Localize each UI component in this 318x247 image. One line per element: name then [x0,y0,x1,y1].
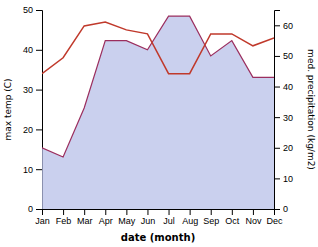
tick: 20 [23,125,42,135]
tick: Dec [266,209,283,226]
tick-label: 50 [23,5,33,15]
tick-mark [274,148,280,149]
tick-label: 10 [283,174,293,184]
tick-mark [253,209,254,215]
axis-line [43,210,275,216]
plot: JanFebMarAprMayJunJulAugSepOctNovDec0102… [23,5,293,226]
tick-mark [84,209,85,215]
line [42,22,274,74]
tick-mark [274,117,280,118]
tick-label: 40 [23,45,33,55]
tick-mark [274,178,280,179]
y2-axis: 0 10 20 30 40 50 60 [274,11,293,215]
tick: 10 [274,174,293,184]
tick-label: 50 [283,51,293,61]
tick-label: Oct [225,216,240,226]
chart: JanFebMarAprMayJunJulAugSepOctNovDec0102… [0,0,318,247]
tick-mark [63,209,64,215]
tick: Jun [141,209,156,226]
tick-label: 0 [283,204,288,214]
tick-label: 0 [28,204,33,214]
tick-mark [274,87,280,88]
tick: 40 [274,82,293,92]
tick-label: Jan [35,216,50,226]
tick-mark [274,56,280,57]
axis-line [36,11,43,210]
tick: Oct [225,209,240,226]
tick-mark [36,209,42,210]
tick: Mar [77,209,93,226]
tick-label: 30 [23,85,33,95]
tick: Jan [35,209,50,226]
tick: 50 [23,5,42,15]
tick: 30 [274,113,293,123]
tick-mark [105,209,106,215]
area [42,16,274,209]
tick: Jul [163,209,175,226]
tick-label: Jun [141,216,156,226]
tick: Apr [99,209,113,226]
tick-mark [190,209,191,215]
tick-label: 30 [283,113,293,123]
tick-label: Feb [56,216,72,226]
tick-mark [126,209,127,215]
tick: Nov [245,209,262,226]
tick-label: Apr [99,216,113,226]
axis-line [275,11,281,210]
tick-label: Nov [245,216,262,226]
y2-axis-title: med. precipitation (kg/m2) [306,49,316,170]
tick-label: Aug [182,216,198,226]
tick-label: May [118,216,136,226]
marks [42,16,274,209]
tick-label: 20 [23,125,33,135]
tick-mark [36,10,42,11]
tick-mark [36,90,42,91]
tick: 30 [23,85,42,95]
tick-label: Dec [266,216,283,226]
tick: 0 [274,204,288,214]
tick-mark [274,209,280,210]
tick-mark [232,209,233,215]
tick: May [118,209,136,226]
y-axis-title: max temp (C) [3,78,13,140]
tick-mark [147,209,148,215]
tick-mark [169,209,170,215]
tick: 10 [23,165,42,175]
tick: 20 [274,143,293,153]
tick-mark [274,25,280,26]
tick-label: Mar [77,216,93,226]
y-axis: 0 10 20 30 40 50 [23,5,43,214]
tick-mark [211,209,212,215]
tick: Aug [182,209,198,226]
tick-label: Jul [163,216,175,226]
x-axis-title: date (month) [121,232,195,243]
tick: Sep [203,209,219,226]
tick-label: 60 [283,21,293,31]
tick-label: Sep [203,216,219,226]
tick-mark [36,129,42,130]
tick: 50 [274,51,293,61]
tick-label: 10 [23,165,33,175]
tick: 60 [274,21,293,31]
tick-label: 40 [283,82,293,92]
tick: 40 [23,45,42,55]
x-axis: Jan Feb Mar Apr May Jun Jul Aug Sep Oct Nov Dec [35,209,283,226]
tick-mark [36,50,42,51]
tick: 0 [28,204,42,214]
tick: Feb [56,209,72,226]
tick-mark [36,169,42,170]
tick-label: 20 [283,143,293,153]
line [42,16,274,157]
